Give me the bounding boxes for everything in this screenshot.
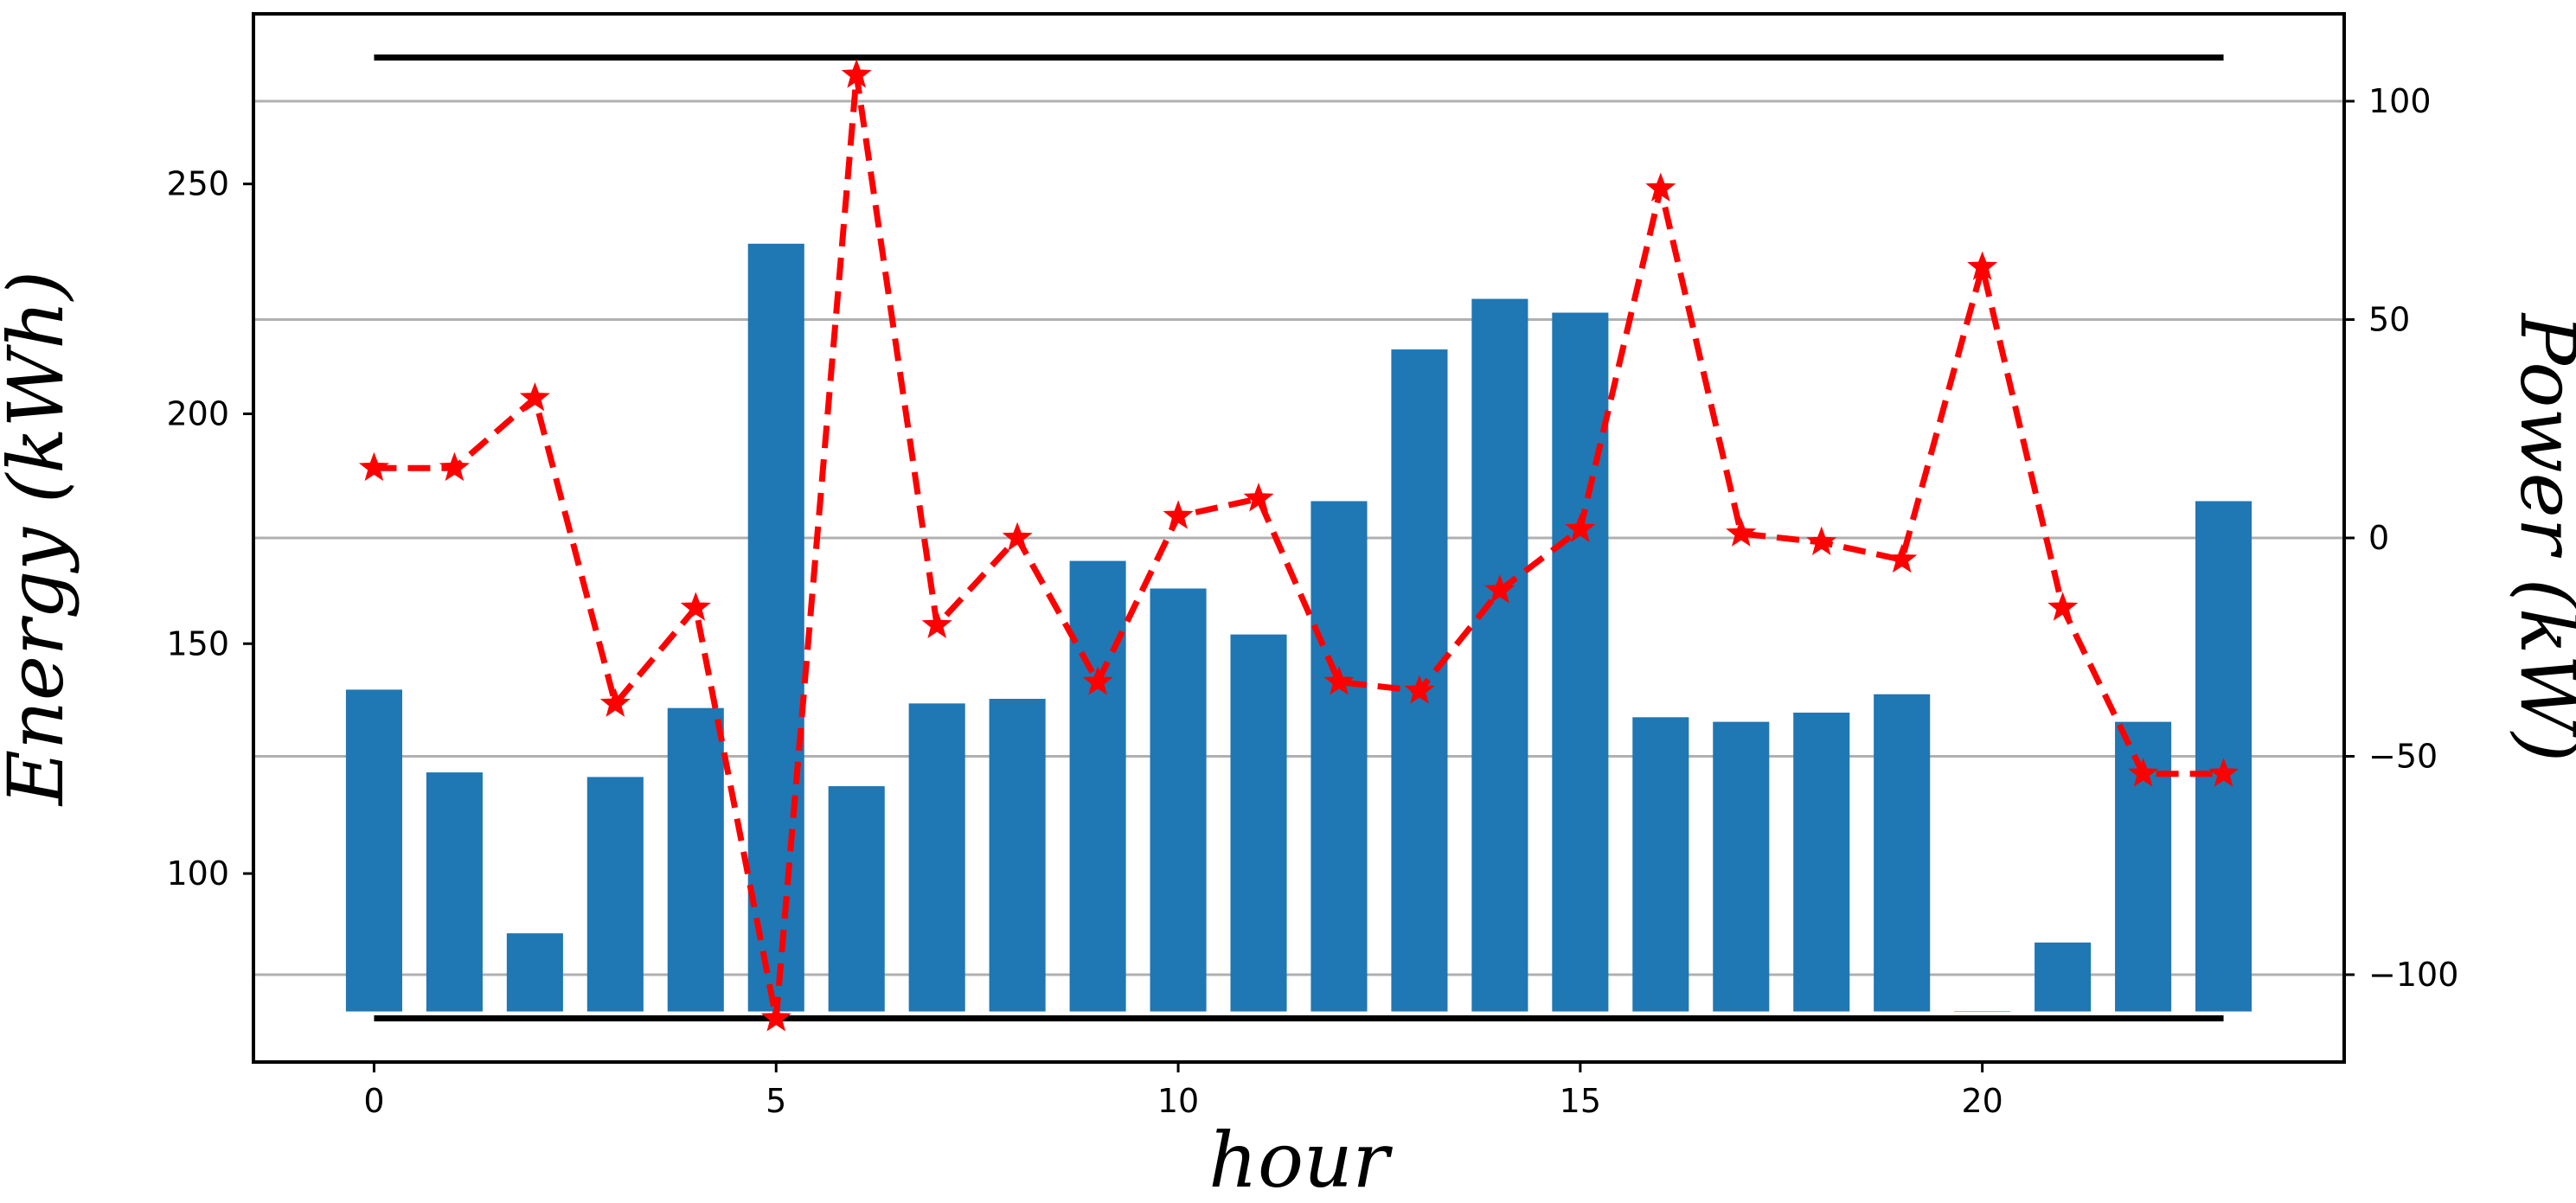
power-point-marker: [1806, 526, 1837, 555]
energy-bar: [828, 786, 885, 1012]
y2-tick-label: 0: [2368, 519, 2389, 557]
power-line-series: [358, 59, 2240, 1032]
y2-axis-title: Power (kW): [2503, 312, 2576, 763]
x-axis-title: hour: [1208, 1116, 1393, 1203]
x-tick-label: 10: [1157, 1082, 1199, 1120]
energy-bar: [1874, 694, 1931, 1012]
energy-bar: [1552, 312, 1609, 1012]
energy-bar: [747, 243, 804, 1012]
energy-bar: [908, 703, 965, 1012]
power-point-marker: [1082, 666, 1113, 695]
power-point-marker: [1163, 500, 1194, 529]
energy-bar: [1713, 721, 1770, 1012]
energy-bar: [1150, 588, 1207, 1012]
power-point-marker: [2047, 592, 2079, 621]
energy-bar: [1793, 713, 1850, 1012]
power-point-marker: [680, 592, 711, 621]
y2-tick-label: −100: [2368, 956, 2458, 994]
power-point-marker: [841, 59, 872, 88]
reference-lines: [374, 54, 2224, 1021]
power-point-marker: [1967, 251, 1998, 280]
energy-bar: [1230, 634, 1287, 1012]
energy-bar: [1471, 298, 1528, 1012]
power-point-marker: [1565, 513, 1596, 542]
power-point-marker: [1726, 517, 1757, 547]
y2-tick-label: 100: [2368, 82, 2432, 120]
power-point-marker: [2128, 758, 2159, 787]
y-axis-title: Energy (kWh): [0, 271, 80, 807]
power-line: [374, 72, 2224, 1021]
power-point-marker: [1323, 666, 1355, 695]
energy-bar: [1069, 560, 1126, 1012]
x-tick-label: 15: [1560, 1082, 1601, 1120]
power-point-marker: [1002, 522, 1033, 551]
power-point-marker: [358, 451, 389, 482]
energy-bar: [667, 707, 724, 1012]
energy-bar: [2195, 501, 2252, 1012]
energy-bar: [506, 933, 563, 1012]
power-point-marker: [1645, 172, 1676, 202]
bar-series: [345, 243, 2252, 1013]
energy-bar: [586, 777, 644, 1012]
power-point-marker: [760, 1002, 791, 1032]
energy-bar: [1954, 1011, 2011, 1013]
y-tick-label: 200: [166, 394, 229, 432]
energy-bar: [426, 772, 483, 1012]
power-point-marker: [1404, 675, 1435, 704]
x-tick-label: 20: [1961, 1082, 2002, 1120]
power-point-marker: [2208, 758, 2240, 787]
y2-tick-label: −50: [2368, 738, 2438, 776]
energy-bar: [1310, 501, 1368, 1012]
power-point-marker: [1887, 543, 1918, 573]
y2-tick-label: 50: [2368, 301, 2410, 339]
y-tick-label: 150: [166, 624, 229, 662]
x-tick-label: 0: [363, 1082, 384, 1120]
power-point-marker: [439, 451, 470, 482]
power-point-marker: [921, 609, 952, 638]
energy-bar: [989, 699, 1046, 1012]
x-tick-label: 5: [766, 1082, 786, 1120]
y-tick-label: 100: [166, 854, 229, 893]
power-point-marker: [1243, 483, 1274, 512]
energy-bar: [345, 689, 402, 1012]
grid-lines: [253, 99, 2344, 976]
power-point-marker: [599, 688, 631, 717]
energy-bar: [2035, 942, 2092, 1012]
power-point-marker: [1484, 574, 1515, 604]
energy-bar: [1632, 717, 1689, 1012]
y-tick-label: 250: [166, 165, 229, 203]
axis-ticks: 0 5 10 15 20 100 150 200 250 −100 −50 0 50 100: [166, 82, 2458, 1120]
power-point-marker: [519, 381, 550, 412]
